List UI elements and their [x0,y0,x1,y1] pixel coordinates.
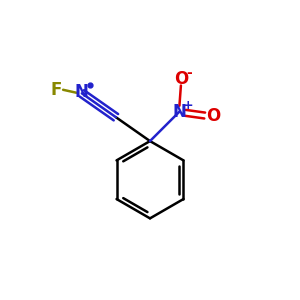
Text: N: N [75,83,89,101]
Text: F: F [51,81,62,99]
Text: -: - [186,66,192,80]
Text: +: + [182,99,193,112]
Text: O: O [206,107,220,125]
Text: O: O [174,70,188,88]
Text: N: N [172,103,186,121]
